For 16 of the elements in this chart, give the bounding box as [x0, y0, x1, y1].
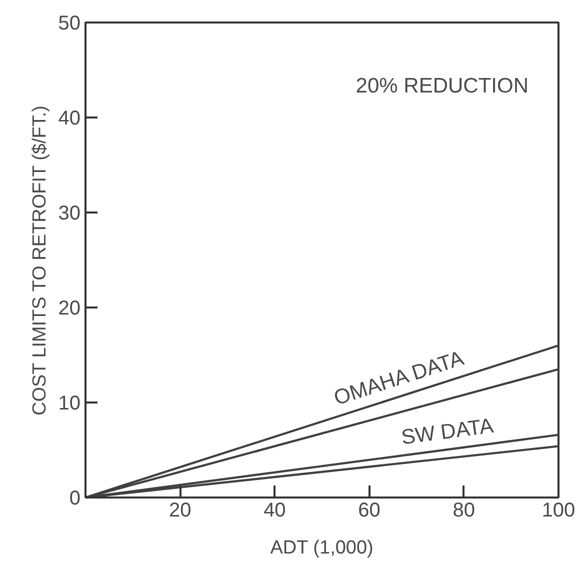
- x-tick-label: 60: [358, 500, 380, 522]
- y-tick-label: 20: [58, 298, 81, 320]
- y-tick-label: 0: [69, 488, 80, 510]
- y-tick-label: 30: [58, 202, 81, 224]
- y-axis-title: COST LIMITS TO RETROFIT ($/FT.): [29, 106, 50, 416]
- annotation: SW DATA: [400, 414, 495, 450]
- y-tick-label: 50: [58, 12, 81, 34]
- x-tick-label: 40: [264, 500, 286, 522]
- annotation: 20% REDUCTION: [356, 74, 529, 98]
- x-tick-label: 20: [168, 500, 192, 522]
- annotation: OMAHA DATA: [331, 346, 466, 410]
- x-axis-title: ADT (1,000): [270, 538, 374, 558]
- y-tick-label: 40: [58, 108, 81, 130]
- x-tick-label: 100: [542, 500, 576, 522]
- y-tick-label: 10: [58, 392, 81, 414]
- x-tick-label: 80: [452, 500, 476, 522]
